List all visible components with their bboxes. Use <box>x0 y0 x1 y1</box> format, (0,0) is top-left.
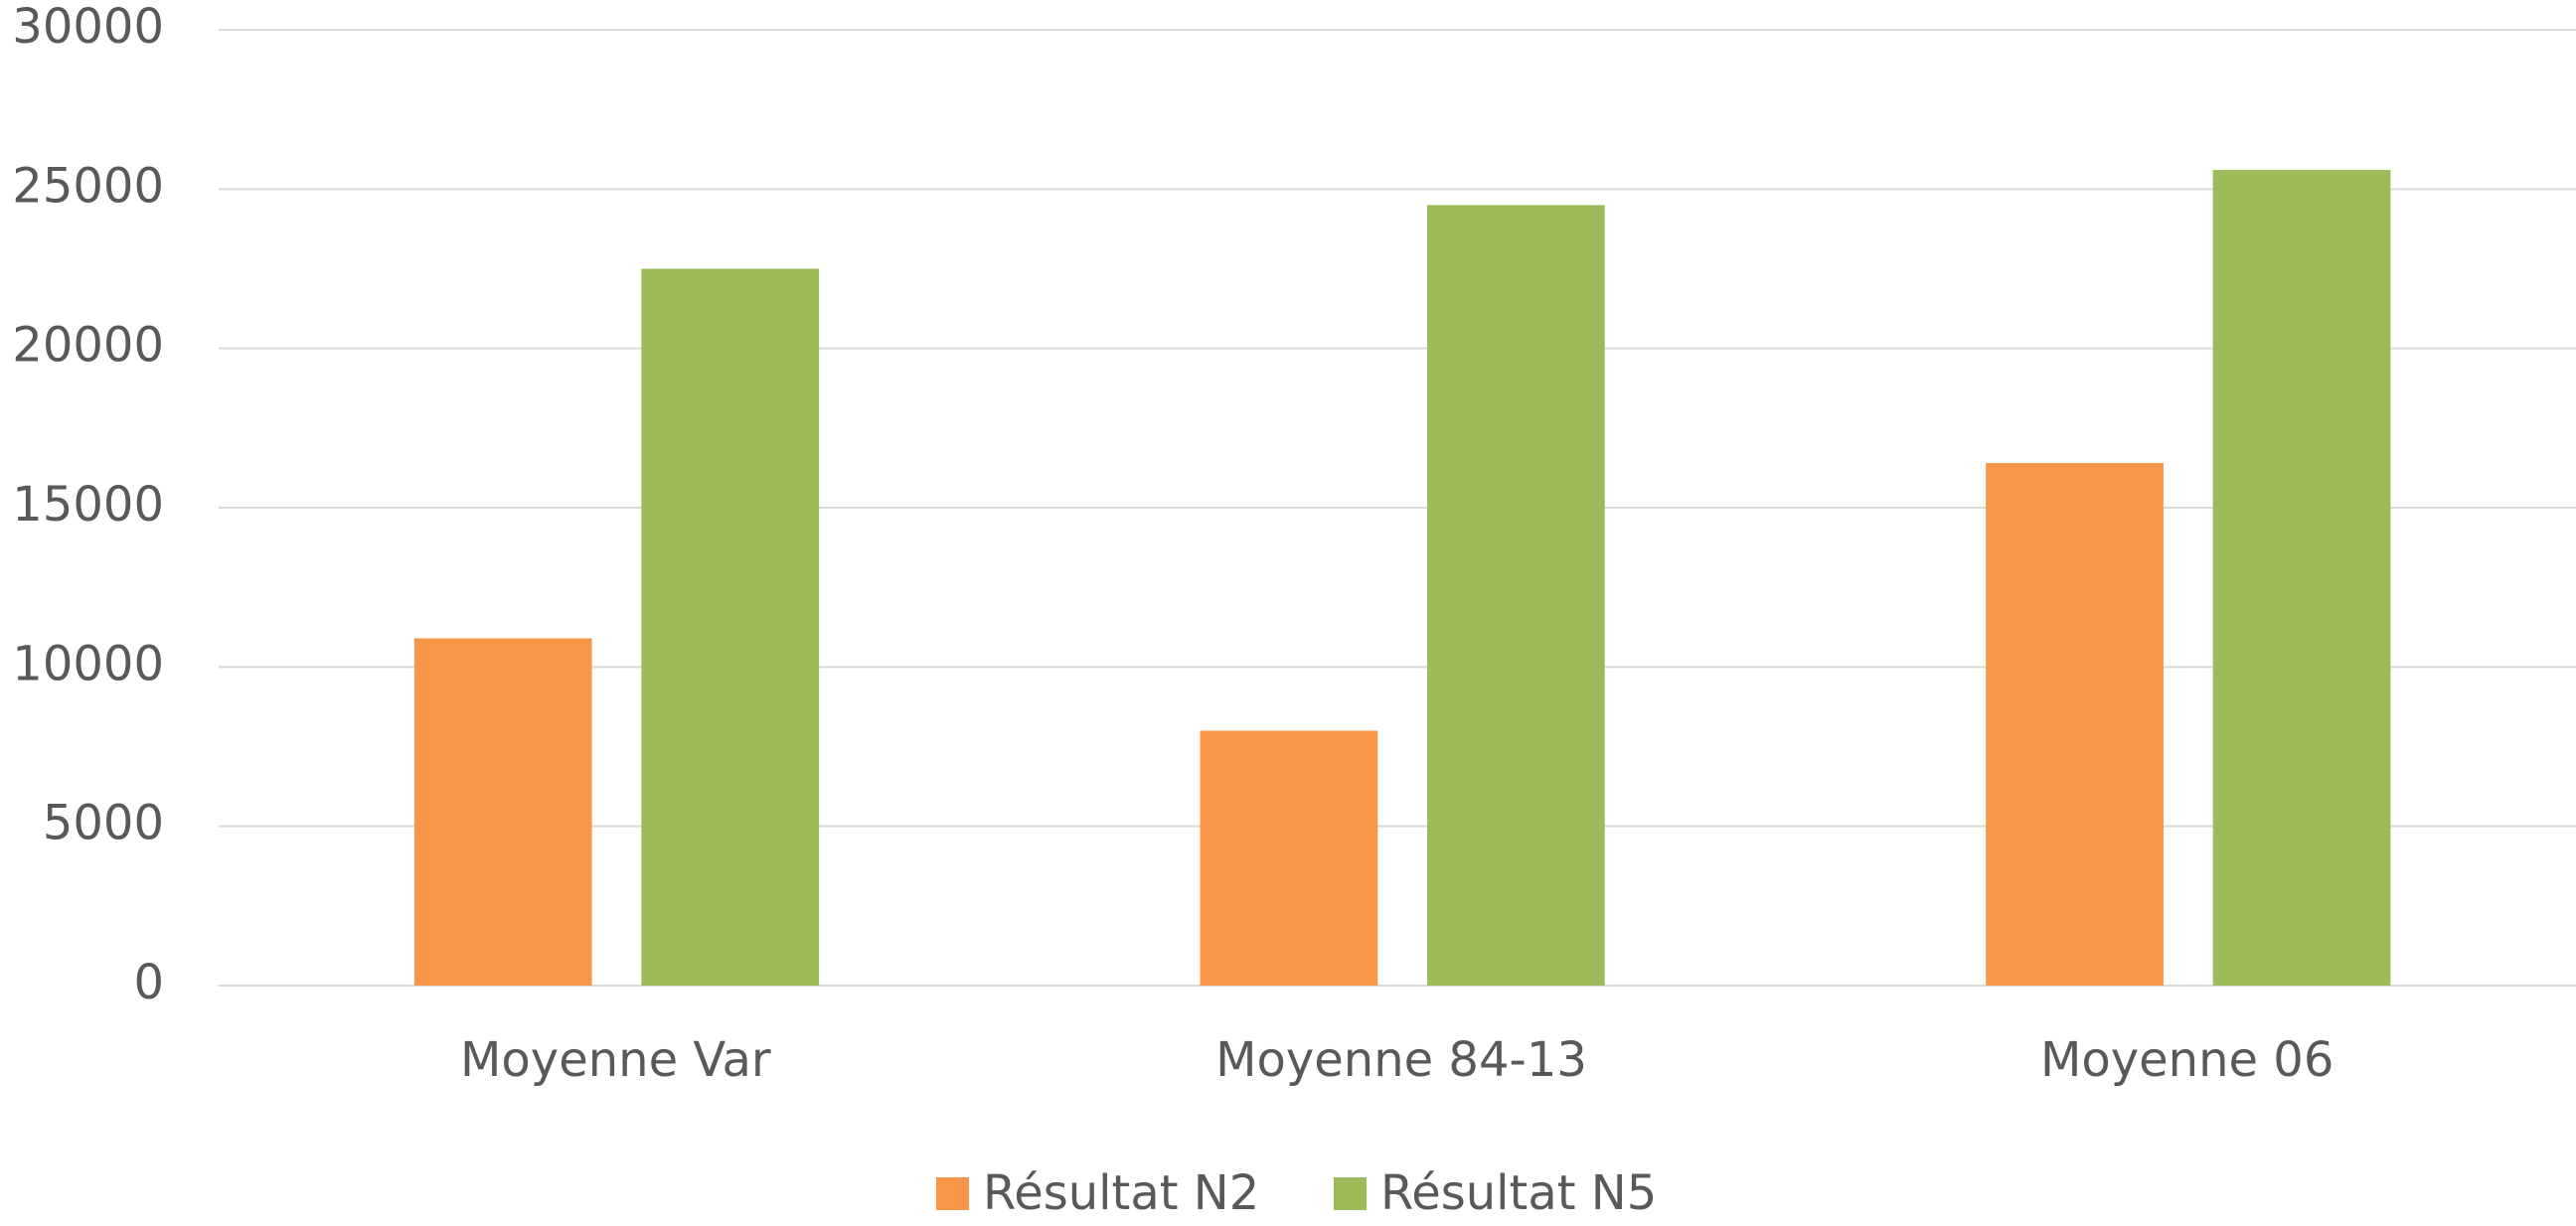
bar <box>641 268 820 986</box>
x-tick-label: Moyenne Var <box>460 1032 771 1088</box>
legend-label: Résultat N5 <box>1380 1165 1657 1221</box>
x-tick-label: Moyenne 06 <box>2040 1032 2334 1088</box>
y-tick-label: 15000 <box>12 477 164 533</box>
y-tick-label: 30000 <box>12 0 164 55</box>
y-tick-label: 10000 <box>12 636 164 691</box>
y-tick-label: 0 <box>133 955 164 1010</box>
y-tick-label: 20000 <box>12 318 164 374</box>
bar <box>2212 170 2391 987</box>
y-tick-label: 25000 <box>12 158 164 214</box>
y-tick-label: 5000 <box>43 796 164 851</box>
legend-label: Résultat N2 <box>983 1165 1259 1221</box>
bar <box>1427 205 1605 986</box>
bar <box>1986 463 2164 986</box>
legend-swatch <box>936 1177 969 1210</box>
x-tick-label: Moyenne 84-13 <box>1215 1032 1587 1088</box>
bar <box>1200 730 1378 986</box>
bar <box>413 638 592 986</box>
legend-swatch <box>1334 1177 1367 1210</box>
